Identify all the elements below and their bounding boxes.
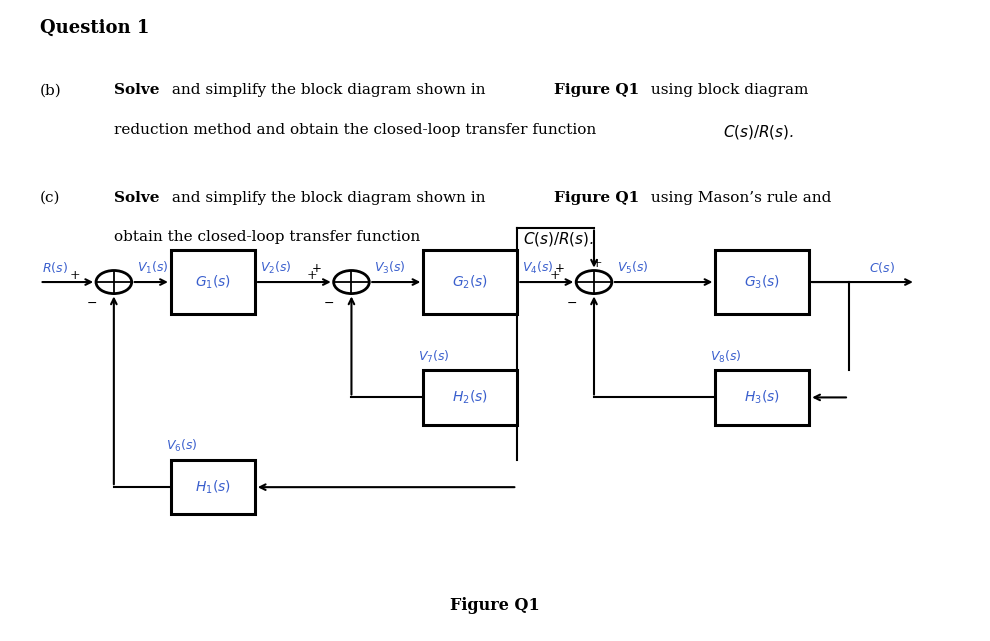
Text: $R(s)$: $R(s)$ bbox=[42, 260, 67, 275]
Text: $G_2(s)$: $G_2(s)$ bbox=[452, 273, 488, 291]
Text: $-$: $-$ bbox=[323, 296, 335, 310]
Text: Figure Q1: Figure Q1 bbox=[554, 83, 640, 97]
Text: $-$: $-$ bbox=[565, 296, 577, 310]
Text: $V_1(s)$: $V_1(s)$ bbox=[137, 260, 168, 276]
Text: using Mason’s rule and: using Mason’s rule and bbox=[646, 190, 832, 204]
Text: $V_2(s)$: $V_2(s)$ bbox=[259, 260, 291, 276]
Text: $G_1(s)$: $G_1(s)$ bbox=[195, 273, 231, 291]
Text: +: + bbox=[549, 269, 560, 283]
Bar bbox=[424, 250, 517, 314]
Text: Figure Q1: Figure Q1 bbox=[554, 190, 640, 204]
Text: Question 1: Question 1 bbox=[40, 19, 148, 37]
Text: $V_5(s)$: $V_5(s)$ bbox=[617, 260, 648, 276]
Text: using block diagram: using block diagram bbox=[646, 83, 809, 97]
Text: $V_6(s)$: $V_6(s)$ bbox=[165, 438, 197, 454]
Text: $V_3(s)$: $V_3(s)$ bbox=[374, 260, 406, 276]
Circle shape bbox=[96, 271, 132, 294]
Text: +: + bbox=[69, 269, 80, 283]
Text: +: + bbox=[307, 269, 318, 283]
Text: $V_8(s)$: $V_8(s)$ bbox=[711, 349, 742, 365]
Text: reduction method and obtain the closed-loop transfer function: reduction method and obtain the closed-l… bbox=[114, 123, 601, 137]
Bar bbox=[170, 250, 255, 314]
Text: +: + bbox=[554, 262, 564, 275]
Text: +: + bbox=[312, 262, 322, 275]
Text: $-$: $-$ bbox=[85, 296, 97, 310]
Text: $C(s)/R(s)$.: $C(s)/R(s)$. bbox=[523, 230, 594, 248]
Text: +: + bbox=[592, 257, 602, 271]
Text: $V_7(s)$: $V_7(s)$ bbox=[418, 349, 449, 365]
Text: Solve: Solve bbox=[114, 190, 159, 204]
Bar bbox=[424, 370, 517, 424]
Text: $H_2(s)$: $H_2(s)$ bbox=[452, 388, 488, 406]
Text: $H_1(s)$: $H_1(s)$ bbox=[195, 478, 231, 496]
Circle shape bbox=[576, 271, 612, 294]
Bar bbox=[715, 370, 809, 424]
Text: (c): (c) bbox=[40, 190, 60, 204]
Bar bbox=[170, 460, 255, 514]
Text: Figure Q1: Figure Q1 bbox=[450, 597, 540, 614]
Text: and simplify the block diagram shown in: and simplify the block diagram shown in bbox=[167, 83, 491, 97]
Text: $V_4(s)$: $V_4(s)$ bbox=[523, 260, 553, 276]
Text: $H_3(s)$: $H_3(s)$ bbox=[744, 388, 780, 406]
Text: obtain the closed-loop transfer function: obtain the closed-loop transfer function bbox=[114, 230, 425, 244]
Text: (b): (b) bbox=[40, 83, 61, 97]
Text: $C(s)/R(s)$.: $C(s)/R(s)$. bbox=[723, 123, 794, 141]
Text: $G_3(s)$: $G_3(s)$ bbox=[744, 273, 780, 291]
Text: Solve: Solve bbox=[114, 83, 159, 97]
Text: and simplify the block diagram shown in: and simplify the block diagram shown in bbox=[167, 190, 491, 204]
Text: $C(s)$: $C(s)$ bbox=[869, 260, 895, 275]
Circle shape bbox=[334, 271, 369, 294]
Bar bbox=[715, 250, 809, 314]
